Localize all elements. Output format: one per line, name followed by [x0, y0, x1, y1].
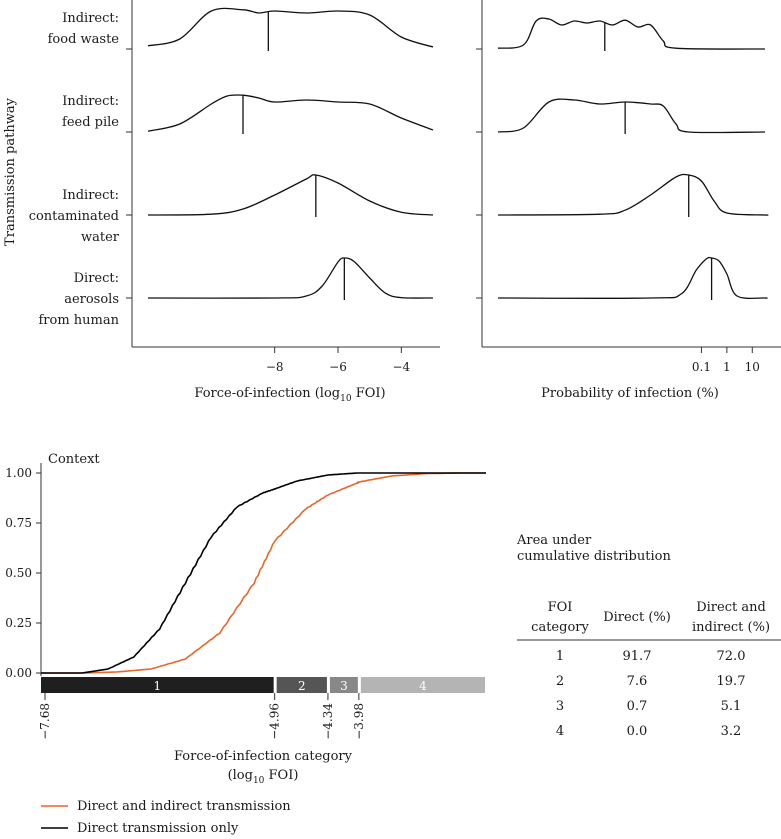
pathway-label: water: [81, 230, 120, 245]
category-boundary-label: −4.96: [268, 703, 282, 740]
foi-axis-title: Force-of-infection (log10 FOI): [194, 386, 385, 404]
pathway-label: Direct:: [74, 271, 119, 286]
category-boundary-label: −7.68: [38, 703, 52, 740]
pathway-label: feed pile: [62, 115, 119, 130]
legend-label: Direct and indirect transmission: [77, 799, 291, 814]
pathway-label: contaminated: [29, 209, 119, 224]
probability-density-curve: [497, 256, 768, 300]
context-title: Context: [48, 452, 100, 467]
pathway-label: from human: [38, 313, 119, 328]
cumulative-y-tick-label: 0.00: [5, 666, 32, 680]
category-axis-title-line2: (log10 FOI): [228, 768, 299, 786]
legend: Direct and indirect transmission Direct t…: [41, 799, 291, 836]
foi-x-tick-label: −4: [392, 360, 410, 374]
probability-density-curve: [497, 98, 766, 134]
foi-density-curve: [147, 174, 434, 216]
cumulative-panel: Context 0.00 0.25 0.50 0.75 1.00 1 2 3 4 −7.68 −…: [5, 452, 486, 836]
table-cell: 72.0: [717, 649, 746, 664]
category-axis-title-line1: Force-of-infection category: [174, 749, 353, 764]
table-title: cumulative distribution: [517, 549, 671, 564]
cumulative-y-tick-label: 0.25: [5, 616, 32, 630]
table-column-header: Direct (%): [603, 610, 671, 625]
probability-density-curve: [497, 173, 769, 216]
table-cell: 7.6: [627, 674, 648, 689]
probability-x-tick-label: 10: [745, 360, 760, 374]
table-column-header: Direct and: [696, 600, 766, 615]
table-cell: 91.7: [623, 649, 652, 664]
category-boundary-label: −3.98: [352, 703, 366, 740]
foi-density-curve: [147, 7, 434, 48]
category-bar-label: 3: [340, 679, 348, 693]
table-cell: 19.7: [717, 674, 746, 689]
table-cell: 0.0: [627, 724, 648, 739]
table-column-header: indirect (%): [692, 620, 770, 635]
category-bar-label: 4: [419, 679, 427, 693]
probability-density-curve: [497, 17, 766, 50]
category-bar-segment: [41, 677, 274, 693]
pathway-label: Indirect:: [62, 94, 119, 109]
table-cell: 0.7: [627, 699, 648, 714]
foi-ridgeline-panel: −8 −6 −4 Indirect: food waste Indirect: feed …: [3, 0, 440, 404]
cumulative-series-line: [41, 472, 486, 674]
category-bar-label: 1: [154, 679, 162, 693]
cumulative-series-line: [41, 472, 486, 674]
probability-x-tick-label: 1: [723, 360, 731, 374]
foi-density-curve: [147, 257, 434, 299]
cumulative-y-tick-label: 0.50: [5, 566, 32, 580]
probability-axis-title: Probability of infection (%): [541, 386, 719, 401]
category-bar-segment: [276, 677, 327, 693]
table-column-header: FOI: [548, 600, 573, 615]
pathway-label: aerosols: [64, 292, 119, 307]
table-cell: 3.2: [721, 724, 742, 739]
pathway-label: Indirect:: [62, 188, 119, 203]
probability-x-tick-label: 0.1: [692, 360, 711, 374]
category-bar-label: 2: [298, 679, 306, 693]
table-cell: 5.1: [721, 699, 742, 714]
legend-label: Direct transmission only: [77, 821, 239, 836]
cumulative-y-tick-label: 0.75: [5, 516, 32, 530]
foi-x-tick-label: −6: [329, 360, 347, 374]
table-title: Area under: [516, 533, 592, 548]
table-column-header: category: [531, 620, 589, 635]
cumulative-y-tick-label: 1.00: [5, 466, 32, 480]
category-bar-segment: [329, 677, 358, 693]
pathway-label: Indirect:: [62, 11, 119, 26]
table-cell: 3: [556, 699, 564, 714]
table-cell: 2: [556, 674, 564, 689]
pathway-label: food waste: [48, 32, 120, 47]
category-boundary-label: −4.34: [321, 703, 335, 740]
table-cell: 4: [556, 724, 564, 739]
probability-ridgeline-panel: 0.1 1 10 Probability of infection (%): [476, 0, 781, 401]
foi-density-curve: [147, 94, 434, 132]
foi-x-tick-label: −8: [266, 360, 284, 374]
category-bar-segment: [360, 677, 485, 693]
table-cell: 1: [556, 649, 564, 664]
transmission-pathway-axis-title: Transmission pathway: [3, 97, 18, 246]
